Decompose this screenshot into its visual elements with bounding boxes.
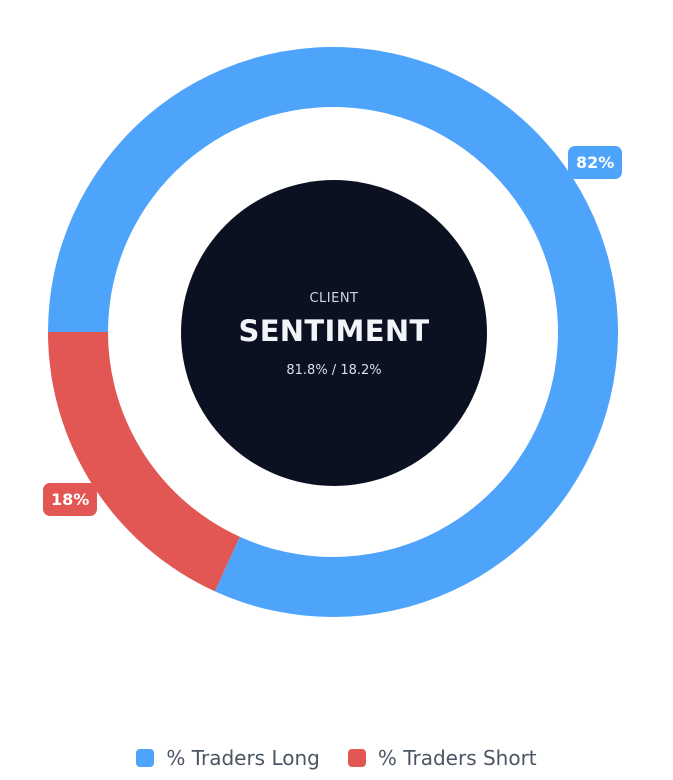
legend-item-long[interactable]: % Traders Long <box>136 746 320 770</box>
sentiment-center: CLIENT SENTIMENT 81.8% / 18.2% <box>181 180 487 486</box>
legend: % Traders Long % Traders Short <box>0 746 673 770</box>
donut-slice-short[interactable] <box>48 332 240 592</box>
center-kicker: CLIENT <box>309 290 359 306</box>
legend-label-long: % Traders Long <box>166 746 320 770</box>
data-label-long: 82% <box>568 146 623 179</box>
data-label-short: 18% <box>43 483 98 516</box>
legend-label-short: % Traders Short <box>377 746 537 770</box>
center-title: SENTIMENT <box>238 313 430 348</box>
legend-swatch-long <box>136 749 155 767</box>
center-subtitle: 81.8% / 18.2% <box>286 362 382 378</box>
legend-swatch-short <box>347 749 366 767</box>
donut-chart <box>48 46 619 618</box>
legend-item-short[interactable]: % Traders Short <box>347 746 537 770</box>
